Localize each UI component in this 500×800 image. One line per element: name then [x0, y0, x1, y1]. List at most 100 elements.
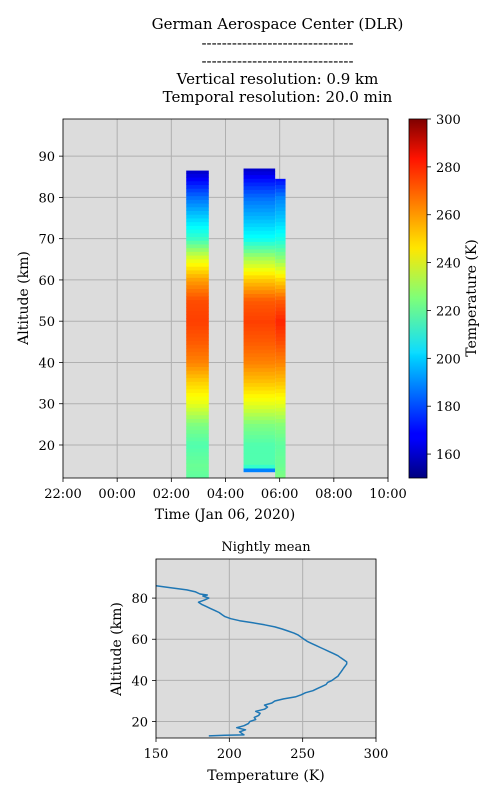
heatmap-cell [186, 296, 209, 301]
heatmap-cell [243, 430, 276, 436]
heatmap-cell [243, 330, 276, 335]
line-series-path [155, 584, 348, 737]
heatmap-cell [186, 433, 209, 438]
heatmap-cell [275, 232, 286, 238]
heatmap-cell [243, 416, 276, 421]
heatmap-panel: 22:00 00:00 02:00 04:00 06:00 08:00 10:00 20 30… [16, 118, 407, 523]
heatmap-cell [275, 188, 286, 193]
colorbar-tick-label: 280 [436, 161, 461, 176]
heatmap-cell [186, 195, 209, 200]
heatmap-cell [186, 440, 209, 445]
heatmap-cell [186, 429, 209, 434]
colorbar-gradient [408, 118, 428, 479]
heatmap-cell [243, 226, 276, 231]
heatmap-cell [275, 440, 286, 445]
heatmap-cell [243, 230, 276, 235]
heatmap-cell [275, 333, 286, 338]
line-y-tick-label: 20 [131, 716, 148, 731]
heatmap-cell [186, 336, 209, 341]
heatmap-cell [186, 281, 209, 286]
heatmap-cell [275, 374, 286, 379]
heatmap-cell [186, 325, 209, 330]
heatmap-cell [275, 270, 286, 275]
heatmap-cell [275, 400, 286, 405]
heatmap-cell [243, 345, 276, 350]
heatmap-cell [186, 247, 209, 252]
heatmap-cell [186, 474, 209, 479]
heatmap-cell [186, 266, 209, 271]
heatmap-cell [243, 412, 276, 417]
heatmap-cell [186, 244, 209, 249]
heatmap-cell [186, 414, 209, 419]
line-y-tick-label: 60 [131, 633, 148, 648]
heatmap-cell [243, 390, 276, 395]
heatmap-cell [275, 388, 286, 393]
heatmap-y-ticks: 20 30 40 50 60 70 80 90 [38, 150, 63, 454]
line-x-tick-label: 150 [144, 747, 169, 762]
heatmap-cell [243, 252, 276, 257]
heatmap-cell [186, 270, 209, 275]
heatmap-cell [275, 277, 286, 282]
heatmap-y-tick-label: 60 [38, 274, 55, 289]
heatmap-cell [275, 299, 286, 304]
heatmap-cell [243, 382, 276, 387]
line-x-tick-label: 200 [217, 747, 242, 762]
heatmap-cell [275, 310, 286, 315]
colorbar-tick-label: 200 [436, 352, 461, 367]
heatmap-profile-block [243, 168, 276, 473]
heatmap-cell [186, 173, 209, 178]
heatmap-cell [243, 241, 276, 246]
heatmap-cell [186, 307, 209, 312]
heatmap-cell [275, 444, 286, 449]
heatmap-cell [275, 426, 286, 431]
heatmap-cell [243, 456, 276, 462]
heatmap-cell [186, 452, 209, 457]
heatmap-cell [186, 258, 209, 263]
heatmap-cell [186, 229, 209, 234]
heatmap-cell [275, 466, 286, 471]
heatmap-cell [186, 277, 209, 282]
heatmap-cell [275, 240, 286, 245]
heatmap-cell [243, 438, 276, 443]
heatmap-cell [186, 333, 209, 338]
heatmap-cell [243, 245, 276, 250]
colorbar-ticks: 160 180 200 220 240 260 280 300 [427, 113, 461, 463]
heatmap-cell [243, 234, 276, 239]
heatmap-cell [243, 453, 276, 458]
heatmap-cell [243, 427, 276, 432]
heatmap-cell [243, 193, 276, 198]
heatmap-y-label: Altitude (km) [16, 251, 32, 346]
heatmap-cell [275, 258, 286, 263]
heatmap-cell [243, 271, 276, 276]
heatmap-cell [275, 303, 286, 308]
heatmap-cell [186, 444, 209, 449]
heatmap-cell [243, 200, 276, 205]
heatmap-cell [243, 312, 276, 317]
heatmap-cell [275, 329, 286, 334]
heatmap-cell [275, 407, 286, 412]
heatmap-cell [275, 459, 286, 464]
heatmap-cell [186, 448, 209, 453]
heatmap-cell [275, 414, 286, 419]
heatmap-y-tick-label: 70 [38, 233, 55, 248]
heatmap-cell [243, 286, 276, 291]
heatmap-cell [243, 349, 276, 354]
heatmap-cell [243, 274, 276, 280]
heatmap-x-tick-label: 00:00 [98, 487, 135, 502]
heatmap-cell [243, 341, 276, 346]
heatmap-cell [243, 393, 276, 398]
heatmap-cell [275, 229, 286, 234]
heatmap-cell [275, 325, 286, 330]
heatmap-cell [243, 326, 276, 332]
heatmap-cell [243, 397, 276, 402]
heatmap-cell [186, 455, 209, 460]
heatmap-cell [186, 322, 209, 327]
heatmap-cell [186, 392, 209, 397]
heatmap-cell [243, 419, 276, 424]
heatmap-cell [243, 323, 276, 328]
heatmap-cell [275, 244, 286, 249]
heatmap-cell [243, 185, 276, 190]
heatmap-cell [186, 459, 209, 464]
heatmap-cell [275, 366, 286, 371]
heatmap-cell [186, 251, 209, 256]
